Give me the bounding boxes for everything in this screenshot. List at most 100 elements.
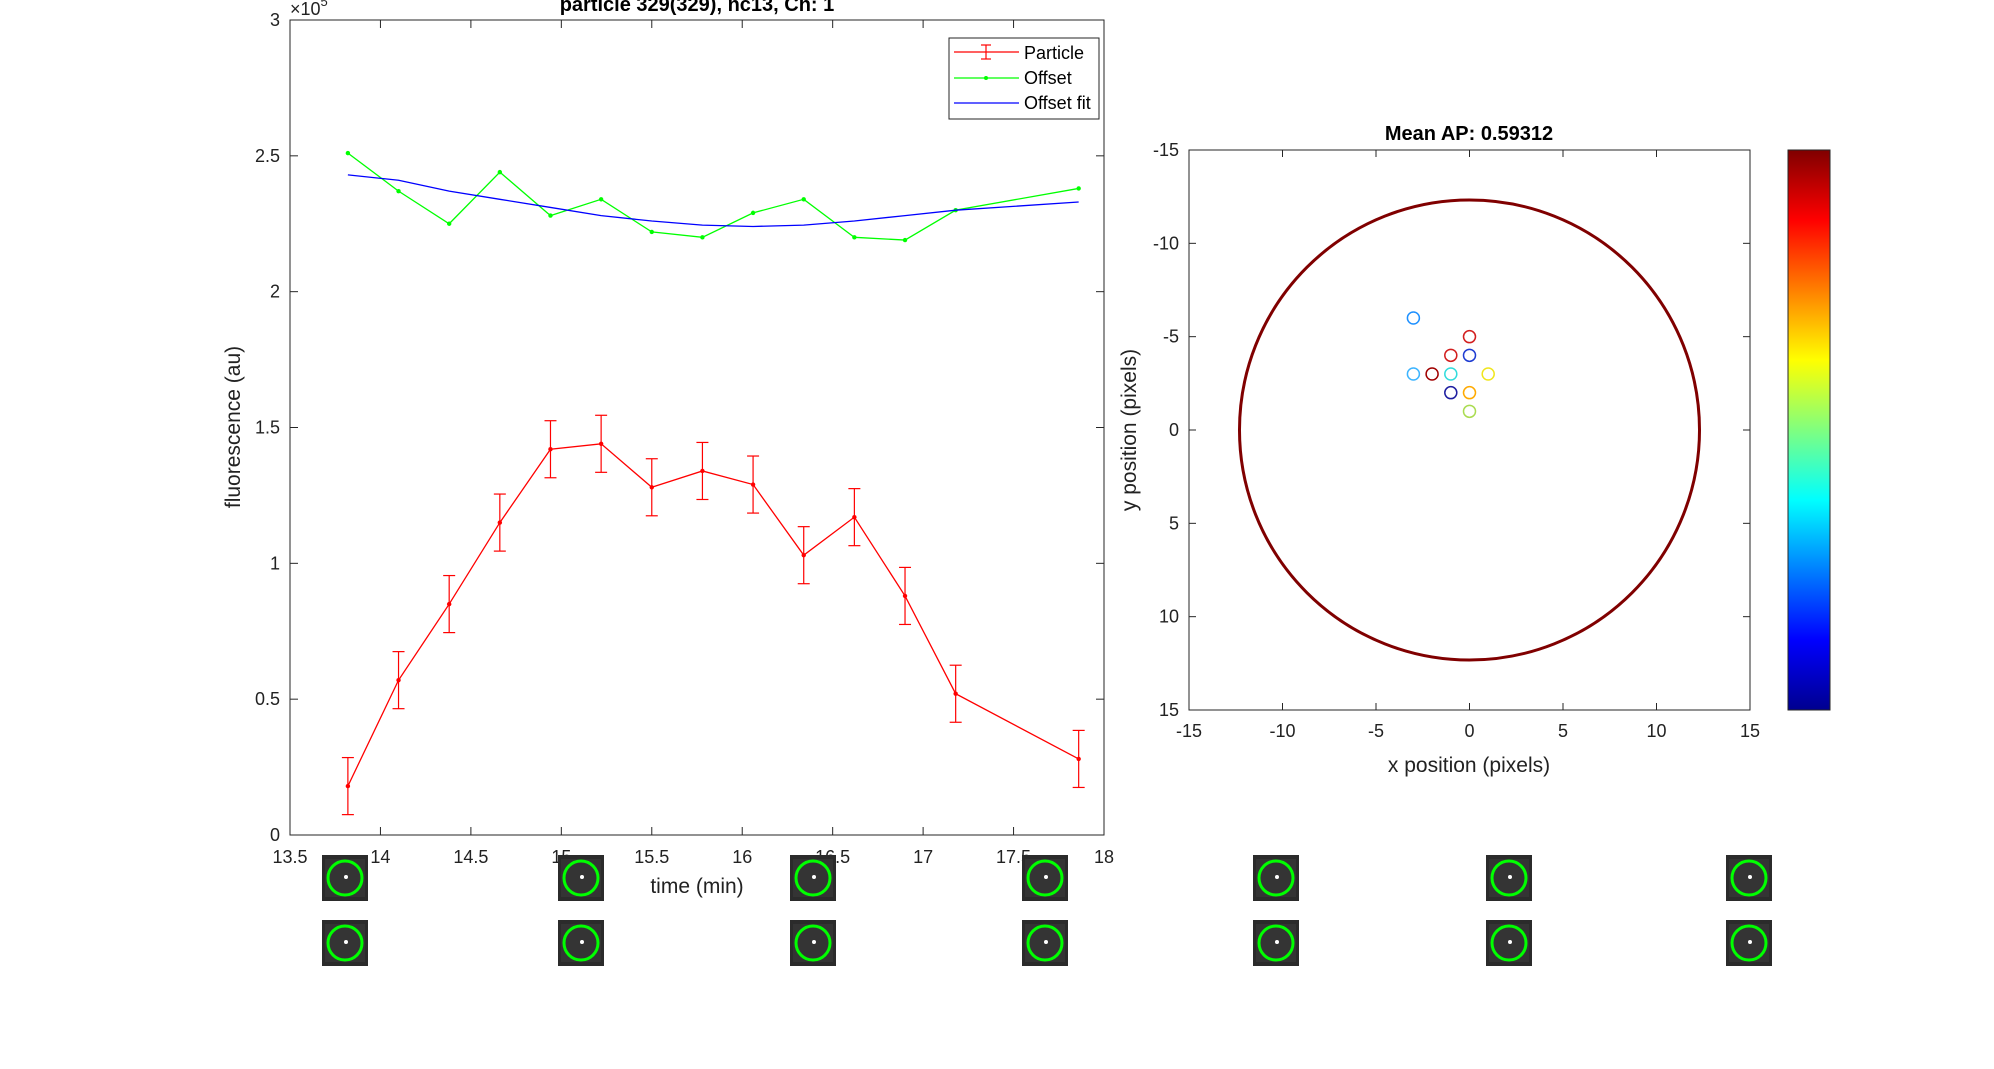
x-tick-label: 17 bbox=[913, 847, 933, 867]
frame-thumbnail bbox=[322, 920, 368, 966]
thumbnail-circle bbox=[562, 859, 600, 897]
thumbnail-spot bbox=[1508, 875, 1512, 879]
position-point bbox=[1444, 385, 1458, 400]
frame-thumbnails bbox=[322, 855, 1772, 966]
particle-point bbox=[953, 691, 958, 696]
thumbnail-circle bbox=[794, 924, 832, 962]
particle-point bbox=[700, 468, 705, 474]
position-point bbox=[1406, 367, 1421, 381]
position-plot-title: Mean AP: 0.59312 bbox=[1385, 123, 1553, 145]
thumbnail-circle bbox=[794, 859, 832, 897]
offset-point bbox=[396, 188, 401, 194]
thumbnail-spot bbox=[1275, 875, 1279, 879]
thumbnail-circle bbox=[1257, 859, 1295, 897]
y-tick-label: 2 bbox=[270, 282, 280, 302]
frame-thumbnail bbox=[558, 920, 604, 966]
thumbnail-circle bbox=[1026, 924, 1064, 962]
thumbnail-circle bbox=[1490, 859, 1528, 897]
frame-thumbnail bbox=[1726, 855, 1772, 901]
thumbnail-spot bbox=[344, 875, 348, 879]
y-tick-label: 1.5 bbox=[255, 418, 280, 438]
offset-point bbox=[345, 150, 351, 156]
position-point bbox=[1444, 367, 1458, 381]
thumbnail-circle bbox=[1026, 859, 1064, 897]
frame-thumbnail bbox=[1486, 855, 1532, 901]
legend-particle-label: Particle bbox=[1024, 43, 1084, 63]
y-tick-label: -5 bbox=[1163, 327, 1179, 347]
thumbnail-spot bbox=[1748, 940, 1752, 944]
thumbnail-spot bbox=[1275, 940, 1279, 944]
thumbnail-circle bbox=[326, 924, 364, 962]
fluorescence-y-axis-label: fluorescence (au) bbox=[222, 346, 245, 508]
thumbnail-spot bbox=[580, 940, 584, 944]
frame-thumbnail bbox=[790, 855, 836, 901]
legend-offset-fit-label: Offset fit bbox=[1024, 93, 1091, 113]
x-tick-label: 14 bbox=[370, 847, 390, 867]
frame-thumbnail bbox=[1253, 920, 1299, 966]
particle-point bbox=[902, 593, 908, 599]
thumbnail-spot bbox=[812, 875, 816, 879]
y-exponent-label: ×105 bbox=[290, 0, 328, 19]
offset-point bbox=[1076, 186, 1081, 191]
x-tick-label: 0 bbox=[1464, 721, 1474, 741]
particle-point bbox=[446, 601, 452, 607]
y-tick-label: 3 bbox=[270, 10, 280, 30]
particle-point bbox=[1076, 756, 1081, 762]
thumbnail-spot bbox=[1508, 940, 1512, 944]
frame-thumbnail bbox=[790, 920, 836, 966]
particle-point bbox=[396, 677, 401, 683]
x-tick-label: 18 bbox=[1094, 847, 1114, 867]
y-tick-label: 10 bbox=[1159, 607, 1179, 627]
legend-offset-label: Offset bbox=[1024, 68, 1072, 88]
fluorescence-plot: 13.51414.51515.51616.51717.51800.511.522… bbox=[222, 0, 1114, 898]
fluorescence-plot-title: particle 329(329), nc13, Ch: 1 bbox=[560, 0, 835, 16]
x-tick-label: 5 bbox=[1558, 721, 1568, 741]
x-tick-label: -10 bbox=[1269, 721, 1295, 741]
legend-offset-marker bbox=[984, 76, 988, 80]
position-point bbox=[1462, 404, 1477, 419]
legend: Particle Offset Offset fit bbox=[948, 37, 1100, 120]
thumbnail-circle bbox=[562, 924, 600, 962]
x-tick-label: 13.5 bbox=[272, 847, 307, 867]
y-tick-label: 0 bbox=[1169, 420, 1179, 440]
x-tick-label: -15 bbox=[1176, 721, 1202, 741]
offset-point bbox=[598, 197, 604, 202]
offset-point bbox=[497, 169, 503, 175]
offset-point bbox=[446, 221, 452, 226]
thumbnail-circle bbox=[1730, 859, 1768, 897]
x-tick-label: 14.5 bbox=[453, 847, 488, 867]
particle-series-line bbox=[347, 443, 1079, 787]
x-tick-label: -5 bbox=[1368, 721, 1384, 741]
x-tick-label: 15 bbox=[1740, 721, 1760, 741]
particle-point bbox=[548, 447, 553, 452]
y-tick-label: -15 bbox=[1153, 140, 1179, 160]
thumbnail-circle bbox=[1257, 924, 1295, 962]
frame-thumbnail bbox=[1022, 855, 1068, 901]
y-tick-label: 15 bbox=[1159, 700, 1179, 720]
offset-point bbox=[902, 237, 908, 243]
colorbar bbox=[1787, 149, 1831, 711]
y-tick-label: 0.5 bbox=[255, 689, 280, 709]
offset-point bbox=[548, 213, 553, 218]
thumbnail-spot bbox=[1748, 875, 1752, 879]
particle-point bbox=[345, 783, 351, 789]
offset-point bbox=[649, 229, 654, 235]
position-x-axis-label: x position (pixels) bbox=[1388, 754, 1550, 777]
thumbnail-spot bbox=[812, 940, 816, 944]
frame-thumbnail bbox=[1486, 920, 1532, 966]
y-tick-label: 1 bbox=[270, 553, 280, 573]
position-point bbox=[1444, 348, 1458, 363]
frame-thumbnail bbox=[1726, 920, 1772, 966]
fluorescence-x-axis-label: time (min) bbox=[650, 875, 743, 898]
position-point bbox=[1425, 367, 1439, 381]
thumbnail-spot bbox=[344, 940, 348, 944]
offset-point bbox=[852, 235, 857, 240]
y-tick-label: 5 bbox=[1169, 513, 1179, 533]
position-point bbox=[1462, 385, 1477, 400]
position-point bbox=[1406, 311, 1421, 325]
particle-point bbox=[750, 482, 756, 487]
thumbnail-circle bbox=[326, 859, 364, 897]
offset-fit-series-line bbox=[347, 174, 1079, 228]
particle-point bbox=[497, 520, 503, 525]
